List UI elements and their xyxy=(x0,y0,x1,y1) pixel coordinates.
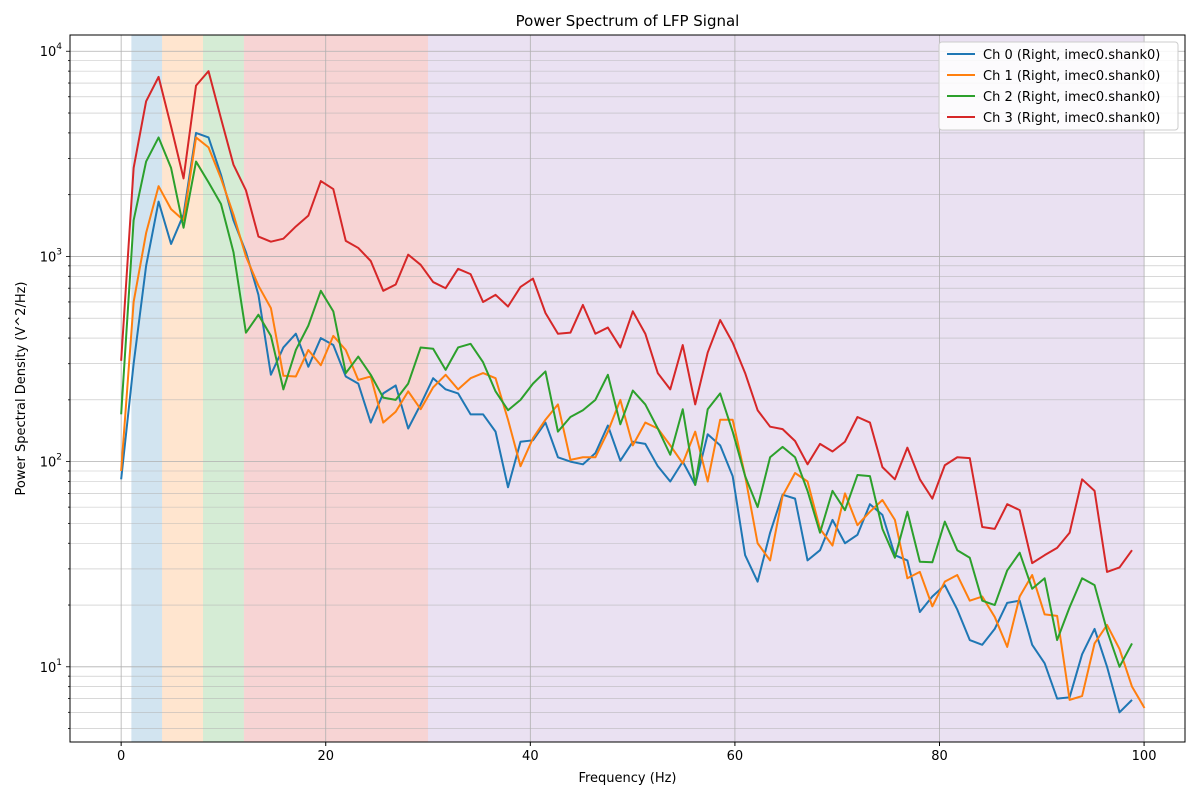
series-lines xyxy=(120,70,1146,714)
series-line-ch2 xyxy=(120,136,1133,668)
band-1 xyxy=(162,35,203,742)
legend-box xyxy=(938,41,1179,131)
plot-frame xyxy=(69,34,1186,743)
frequency-bands xyxy=(131,35,1145,742)
legend-label-ch1: Ch 1 (Right, imec0.shank0) xyxy=(983,69,1160,84)
y-tick-label-10000: 104 xyxy=(40,42,63,60)
x-tick-label-60: 60 xyxy=(727,749,744,764)
x-tick-label-0: 0 xyxy=(117,749,125,764)
legend-label-ch3: Ch 3 (Right, imec0.shank0) xyxy=(983,111,1160,126)
band-3 xyxy=(243,35,429,742)
y-tick-label-10: 101 xyxy=(40,658,62,676)
y-axis-label: Power Spectral Density (V^2/Hz) xyxy=(14,282,29,496)
x-tick-label-40: 40 xyxy=(522,749,539,764)
y-tick-label-100: 102 xyxy=(40,453,62,471)
legend-label-ch2: Ch 2 (Right, imec0.shank0) xyxy=(983,90,1160,105)
y-tick-label-1000: 103 xyxy=(40,247,62,265)
x-axis-label: Frequency (Hz) xyxy=(578,771,676,786)
x-tick-label-100: 100 xyxy=(1132,749,1157,764)
legend: Ch 0 (Right, imec0.shank0) Ch 1 (Right, i… xyxy=(938,41,1179,131)
series-line-ch1 xyxy=(120,136,1146,709)
x-tick-label-80: 80 xyxy=(931,749,948,764)
axis-ticks: 0 20 40 60 80 100 101 102 103 104 xyxy=(40,42,1157,764)
x-tick-label-20: 20 xyxy=(317,749,334,764)
legend-label-ch0: Ch 0 (Right, imec0.shank0) xyxy=(983,48,1160,63)
grid xyxy=(70,35,1185,742)
series-line-ch0 xyxy=(120,131,1133,714)
chart-title: Power Spectrum of LFP Signal xyxy=(516,12,740,30)
series-line-ch3 xyxy=(120,70,1133,573)
band-4 xyxy=(428,35,1145,742)
